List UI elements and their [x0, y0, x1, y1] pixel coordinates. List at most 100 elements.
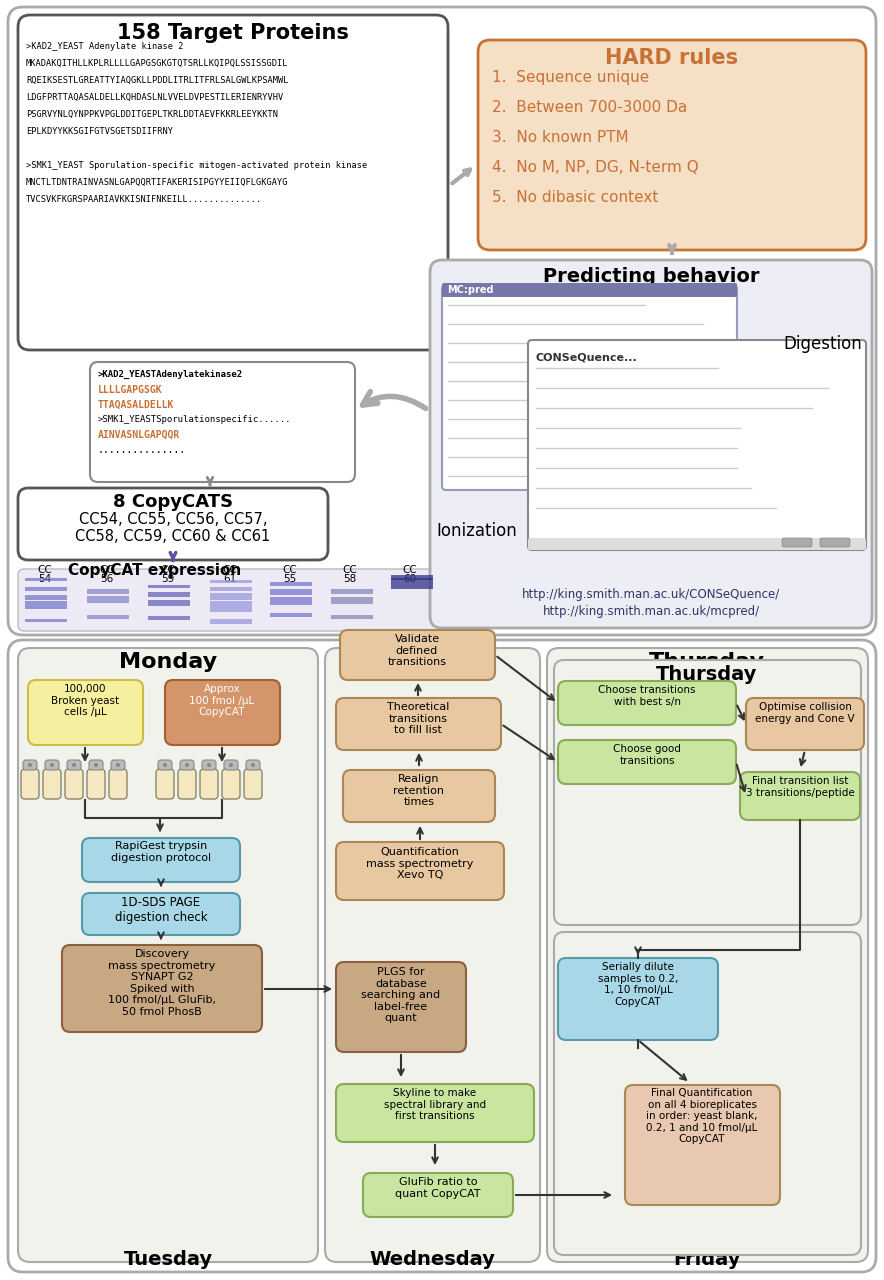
Circle shape — [251, 763, 255, 767]
FancyBboxPatch shape — [547, 648, 868, 1262]
Text: 100,000
Broken yeast
cells /μL: 100,000 Broken yeast cells /μL — [51, 684, 119, 717]
Text: CONSeQuence...: CONSeQuence... — [536, 352, 637, 362]
FancyBboxPatch shape — [244, 769, 262, 799]
Text: Final Quantification
on all 4 bioreplicates
in order: yeast blank,
0.2, 1 and 10: Final Quantification on all 4 bioreplica… — [646, 1088, 758, 1144]
Circle shape — [163, 763, 167, 767]
Text: Serially dilute
samples to 0.2,
1, 10 fmol/μL
CopyCAT: Serially dilute samples to 0.2, 1, 10 fm… — [598, 963, 678, 1007]
Text: CC: CC — [38, 564, 52, 575]
Circle shape — [116, 763, 120, 767]
FancyBboxPatch shape — [478, 40, 866, 250]
Bar — [331, 589, 373, 594]
Bar — [87, 596, 129, 603]
Circle shape — [207, 763, 211, 767]
Text: HARD rules: HARD rules — [606, 49, 738, 68]
FancyBboxPatch shape — [554, 660, 861, 925]
Text: CC: CC — [343, 564, 357, 575]
Text: CopyCAT expression: CopyCAT expression — [68, 563, 241, 579]
Bar — [148, 616, 190, 620]
Bar — [210, 618, 252, 623]
Text: >KAD2_YEASTAdenylatekinase2: >KAD2_YEASTAdenylatekinase2 — [98, 370, 243, 379]
Text: CC: CC — [161, 564, 175, 575]
Bar — [25, 618, 67, 622]
Text: 1.  Sequence unique: 1. Sequence unique — [492, 70, 649, 84]
Text: 4.  No M, NP, DG, N-term Q: 4. No M, NP, DG, N-term Q — [492, 160, 698, 175]
Text: http://king.smith.man.ac.uk/mcpred/: http://king.smith.man.ac.uk/mcpred/ — [543, 605, 759, 618]
Bar — [331, 596, 373, 604]
FancyBboxPatch shape — [82, 838, 240, 882]
FancyBboxPatch shape — [180, 760, 194, 771]
Text: Thursday: Thursday — [656, 666, 758, 684]
FancyBboxPatch shape — [343, 771, 495, 822]
Bar — [210, 602, 252, 612]
FancyBboxPatch shape — [336, 963, 466, 1052]
Text: Realign
retention
times: Realign retention times — [393, 774, 445, 808]
Text: Choose good
transitions: Choose good transitions — [613, 744, 681, 765]
FancyBboxPatch shape — [178, 769, 196, 799]
Bar — [148, 591, 190, 596]
FancyBboxPatch shape — [528, 538, 866, 550]
Text: EPLKDYYKKSGIFGTVSGETSDIIFRNY: EPLKDYYKKSGIFGTVSGETSDIIFRNY — [26, 127, 173, 136]
Text: Friday: Friday — [674, 1251, 741, 1268]
Circle shape — [28, 763, 32, 767]
Text: LLLLGAPGSGK: LLLLGAPGSGK — [98, 385, 163, 396]
FancyBboxPatch shape — [8, 640, 876, 1272]
Circle shape — [185, 763, 189, 767]
Text: Tuesday: Tuesday — [124, 1251, 212, 1268]
Text: TVCSVKFKGRSPAARIAVKKISNIFNKEILL..............: TVCSVKFKGRSPAARIAVKKISNIFNKEILL.........… — [26, 195, 263, 204]
Text: 1D-SDS PAGE
digestion check: 1D-SDS PAGE digestion check — [115, 896, 208, 924]
FancyBboxPatch shape — [442, 285, 737, 490]
Text: >KAD2_YEAST Adenylate kinase 2: >KAD2_YEAST Adenylate kinase 2 — [26, 42, 184, 51]
Text: Optimise collision
energy and Cone V: Optimise collision energy and Cone V — [755, 701, 855, 723]
Text: Wednesday: Wednesday — [369, 1251, 495, 1268]
Bar — [210, 580, 252, 582]
FancyBboxPatch shape — [21, 769, 39, 799]
FancyBboxPatch shape — [165, 680, 280, 745]
Text: http://king.smith.man.ac.uk/CONSeQuence/: http://king.smith.man.ac.uk/CONSeQuence/ — [522, 588, 780, 602]
FancyBboxPatch shape — [67, 760, 81, 771]
Bar — [25, 595, 67, 600]
Text: TTAQASALDELLK: TTAQASALDELLK — [98, 399, 174, 410]
FancyBboxPatch shape — [18, 570, 453, 631]
Text: MC:pred: MC:pred — [447, 285, 493, 294]
Text: RQEIKSESTLGREATTYIAQGKLLPDDLITRLITFRLSALGWLKPSAMWL: RQEIKSESTLGREATTYIAQGKLLPDDLITRLITFRLSAL… — [26, 76, 288, 84]
Text: RapiGest trypsin
digestion protocol: RapiGest trypsin digestion protocol — [110, 841, 211, 863]
FancyBboxPatch shape — [224, 760, 238, 771]
Text: 55: 55 — [284, 573, 297, 584]
Text: Predicting behavior: Predicting behavior — [543, 268, 759, 285]
FancyBboxPatch shape — [558, 957, 718, 1039]
Bar — [270, 596, 312, 605]
FancyBboxPatch shape — [442, 283, 737, 297]
Circle shape — [229, 763, 233, 767]
FancyBboxPatch shape — [554, 932, 861, 1254]
Text: Theoretical
transitions
to fill list: Theoretical transitions to fill list — [387, 701, 449, 735]
Text: >SMK1_YEASTSporulationspecific......: >SMK1_YEASTSporulationspecific...... — [98, 415, 292, 424]
FancyBboxPatch shape — [65, 769, 83, 799]
Text: CC: CC — [223, 564, 238, 575]
FancyBboxPatch shape — [200, 769, 218, 799]
FancyBboxPatch shape — [740, 772, 860, 820]
FancyBboxPatch shape — [820, 538, 850, 547]
Bar — [270, 613, 312, 617]
Text: CC: CC — [100, 564, 114, 575]
FancyBboxPatch shape — [246, 760, 260, 771]
Text: CC: CC — [283, 564, 297, 575]
Text: 61: 61 — [224, 573, 237, 584]
FancyBboxPatch shape — [336, 842, 504, 900]
FancyBboxPatch shape — [202, 760, 216, 771]
FancyBboxPatch shape — [87, 769, 105, 799]
Text: ...............: ............... — [98, 445, 187, 454]
Text: Thursday: Thursday — [649, 652, 765, 672]
FancyBboxPatch shape — [746, 698, 864, 750]
FancyBboxPatch shape — [558, 681, 736, 724]
FancyBboxPatch shape — [18, 648, 318, 1262]
Bar — [148, 585, 190, 588]
Text: MKADAKQITHLLKPLRLLLLGAPGSGKGTQTSRLLKQIPQLSSISSGDIL: MKADAKQITHLLKPLRLLLLGAPGSGKGTQTSRLLKQIPQ… — [26, 59, 288, 68]
Bar — [87, 589, 129, 594]
Bar — [87, 614, 129, 618]
Text: MNCTLTDNTRAINVASNLGAPQQRTIFAKERISIPGYYEIIQFLGKGAYG: MNCTLTDNTRAINVASNLGAPQQRTIFAKERISIPGYYEI… — [26, 178, 288, 187]
FancyBboxPatch shape — [340, 630, 495, 680]
Text: LDGFPRTTAQASALDELLKQHDASLNLVVELDVPESTILERIENRYVHV: LDGFPRTTAQASALDELLKQHDASLNLVVELDVPESTILE… — [26, 93, 283, 102]
Text: 158 Target Proteins: 158 Target Proteins — [117, 23, 349, 44]
Circle shape — [50, 763, 54, 767]
Text: 5.  No dibasic context: 5. No dibasic context — [492, 189, 659, 205]
